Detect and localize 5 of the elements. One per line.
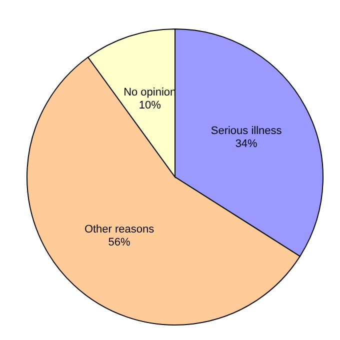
slice-label: Serious illness [210,124,282,137]
data-label: 34% [235,138,258,150]
data-label: 56% [108,236,130,248]
data-label: 10% [138,100,162,112]
slice-label: Other reasons [84,223,155,236]
